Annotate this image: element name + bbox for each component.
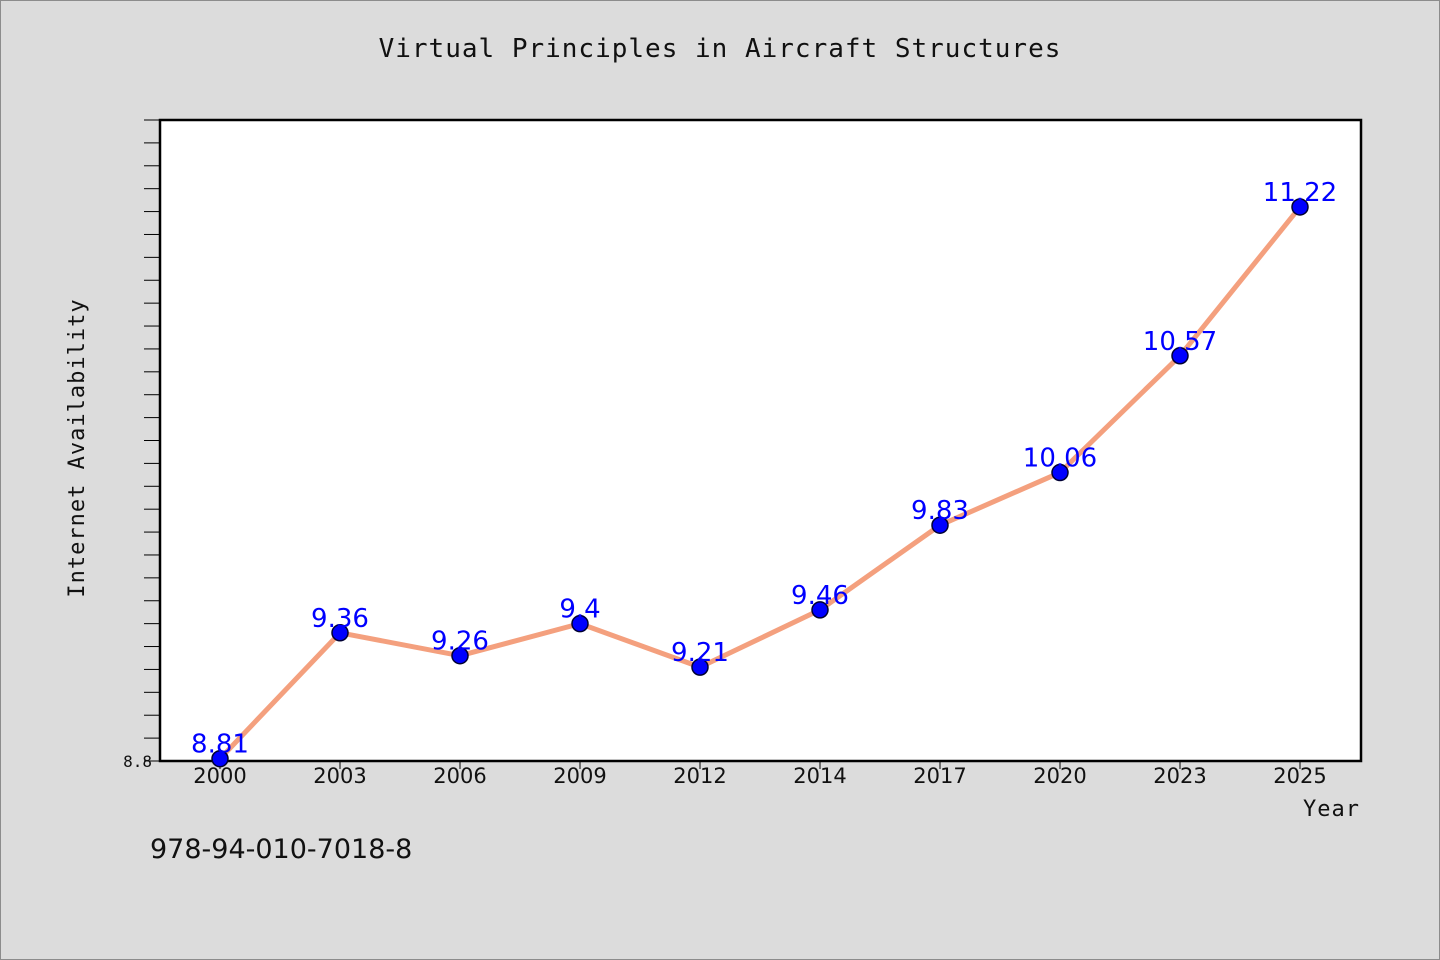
x-tick-label: 2000 (193, 764, 246, 788)
x-tick-label: 2012 (673, 764, 726, 788)
data-point (691, 658, 709, 676)
data-point (1291, 198, 1309, 216)
series: 8.81 9.36 9.26 9.4 9.21 9.46 9.83 10.06 10.57 11.… (191, 178, 1337, 768)
data-point (1051, 463, 1069, 482)
x-axis-ticks: 2000 2003 2006 2009 2012 2014 2017 2020 2023 2025 (193, 761, 1327, 788)
y-axis-label: Internet Availability (65, 298, 90, 597)
x-tick-label: 2003 (313, 764, 366, 788)
x-tick-label: 2020 (1033, 764, 1086, 788)
data-point (931, 516, 949, 534)
x-tick-label: 2009 (553, 764, 606, 788)
data-point (331, 624, 349, 642)
data-label: 10.06 (1023, 444, 1097, 474)
data-label: 9.4 (559, 595, 600, 625)
x-tick-label: 2017 (913, 764, 966, 788)
y-tick-label: 8.8 (123, 752, 152, 771)
data-point (451, 646, 469, 665)
x-tick-label: 2025 (1273, 764, 1326, 788)
isbn-text: 978-94-010-7018-8 (150, 834, 413, 865)
data-point (811, 601, 829, 619)
data-label: 9.36 (311, 604, 369, 634)
plot-area (158, 118, 1363, 763)
data-label: 11.22 (1263, 178, 1337, 208)
x-tick-label: 2014 (793, 764, 846, 788)
chart-title: Virtual Principles in Aircraft Structure… (378, 34, 1062, 64)
data-label: 9.46 (791, 581, 849, 611)
data-point (211, 749, 229, 768)
x-tick-label: 2023 (1153, 764, 1206, 788)
data-label: 10.57 (1143, 327, 1217, 357)
x-axis-label: Year (1303, 797, 1360, 822)
data-label: 9.21 (671, 638, 729, 668)
data-label: 9.83 (911, 496, 969, 526)
data-point (1171, 347, 1189, 365)
data-label: 9.26 (431, 627, 489, 657)
y-axis-ticks: 8.8 (123, 119, 159, 771)
data-label: 8.81 (191, 730, 249, 760)
x-tick-label: 2006 (433, 764, 486, 788)
series-line (217, 204, 1303, 762)
data-point (571, 614, 589, 633)
